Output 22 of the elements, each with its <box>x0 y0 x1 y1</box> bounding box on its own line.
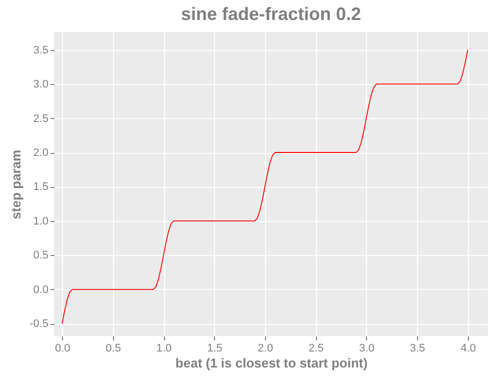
y-tick-label: 2.5 <box>33 112 48 125</box>
y-tick-label: 3.0 <box>33 78 48 91</box>
y-tick-label: 2.0 <box>33 147 48 160</box>
x-tick-label: 1.0 <box>156 342 172 354</box>
x-tick-label: 2.0 <box>258 342 274 354</box>
y-tick-label: 1.5 <box>33 181 48 194</box>
x-tick-label: 0.5 <box>106 342 121 354</box>
x-tick-label: 1.5 <box>207 342 222 354</box>
chart-title: sine fade-fraction 0.2 <box>180 4 362 24</box>
x-tick-label: 3.5 <box>410 342 426 354</box>
y-tick-label: 0.5 <box>33 250 48 262</box>
y-axis-title: step param <box>8 150 24 220</box>
x-axis-title: beat (1 is closest to start point) <box>175 356 368 370</box>
x-tick-label: 0.0 <box>54 342 70 354</box>
y-tick-label: -0.5 <box>30 318 48 330</box>
x-tick-label: 2.5 <box>308 342 324 354</box>
line-series <box>62 49 468 324</box>
x-tick-label: 3.0 <box>359 342 374 354</box>
y-tick-label: 0.0 <box>33 284 48 296</box>
x-tick-label: 4.0 <box>460 342 476 354</box>
y-tick-label: 1.0 <box>33 215 48 228</box>
y-tick-label: 3.5 <box>33 44 48 56</box>
